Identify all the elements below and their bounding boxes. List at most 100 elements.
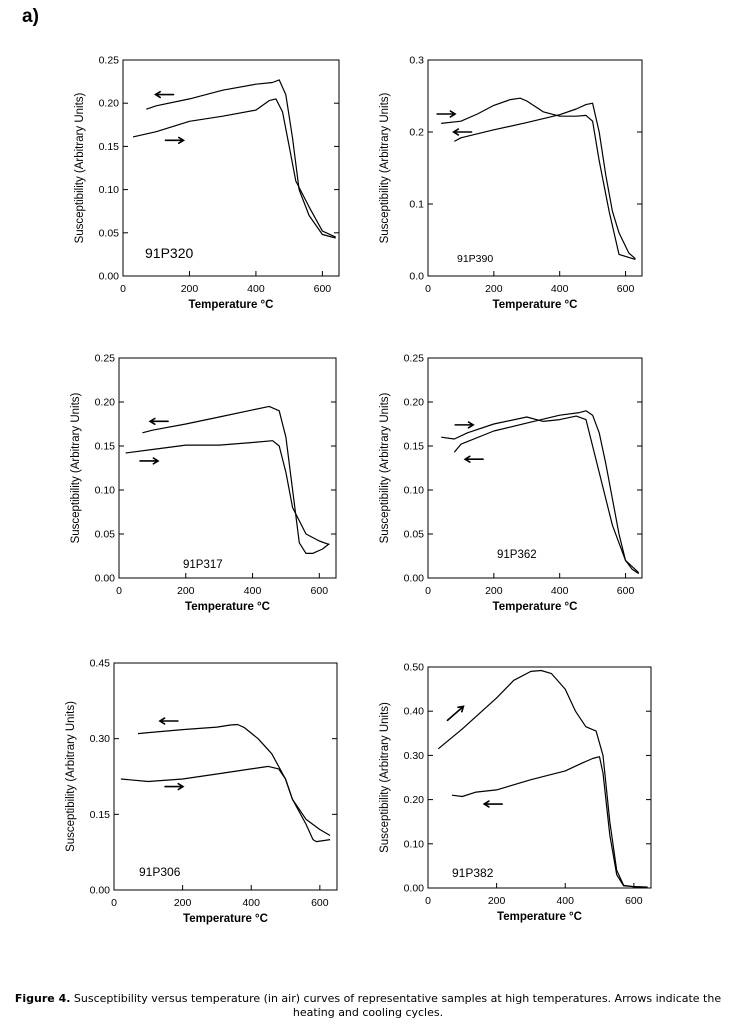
x-axis-label: Temperature °C: [493, 299, 578, 311]
x-axis-label: Temperature °C: [189, 299, 274, 311]
panel-label: a): [22, 6, 39, 27]
arrow-right: [164, 136, 186, 144]
series-line-heating: [441, 97, 636, 260]
y-tick-label: 0.45: [90, 658, 111, 670]
series-line-cooling: [137, 723, 331, 843]
plot-frame: [118, 357, 337, 579]
sample-label: 91P382: [452, 866, 494, 880]
chart-91P382: 0.00 0.10 0.20 0.30 0.40 0.50 0 200 400 600 Temper…: [379, 662, 652, 923]
y-tick-label: 0.3: [409, 55, 424, 67]
y-tick-label: 0.30: [404, 750, 425, 762]
y-tick-label: 0.10: [95, 485, 116, 497]
y-tick-label: 0.10: [404, 838, 425, 850]
x-tick-label: 400: [556, 895, 574, 907]
plot-frame: [427, 59, 643, 277]
series-line-cooling: [453, 410, 640, 575]
x-tick-label: 0: [120, 283, 126, 295]
series-line-heating: [441, 415, 640, 574]
arrow-up-right: [446, 705, 465, 722]
series-line-heating: [120, 765, 331, 837]
plot-frame: [113, 662, 338, 891]
x-tick-label: 0: [116, 585, 122, 597]
chart-91P306: 0.00 0.15 0.30 0.45 0 200 400 600 Temperature °C…: [65, 658, 338, 925]
series-line-cooling: [142, 405, 330, 554]
series-line-cooling: [451, 756, 648, 888]
y-tick-label: 0.15: [99, 141, 120, 153]
y-tick-label: 0.25: [404, 353, 425, 365]
y-axis-label: Susceptibility (Arbitrary Units): [74, 92, 86, 243]
y-tick-label: 0.20: [99, 98, 120, 110]
series-line-heating: [125, 440, 330, 546]
series-line-heating: [132, 98, 336, 238]
figure-caption: Figure 4. Susceptibility versus temperat…: [8, 992, 728, 1020]
x-axis-label: Temperature °C: [493, 601, 578, 613]
y-tick-label: 0.25: [99, 55, 120, 67]
arrow-left: [482, 800, 503, 808]
plot-frame: [427, 666, 652, 889]
sample-label: 91P320: [145, 245, 193, 261]
x-tick-label: 200: [174, 897, 192, 909]
y-tick-label: 0.2: [409, 127, 424, 139]
x-tick-label: 0: [425, 895, 431, 907]
y-tick-label: 0.15: [95, 441, 116, 453]
x-tick-label: 400: [244, 585, 262, 597]
sample-label: 91P362: [497, 549, 537, 561]
x-tick-label: 200: [181, 283, 199, 295]
arrow-left: [148, 417, 169, 425]
y-tick-label: 0.50: [404, 662, 425, 674]
x-tick-label: 600: [617, 283, 635, 295]
y-tick-label: 0.25: [95, 353, 116, 365]
x-tick-label: 600: [617, 585, 635, 597]
y-tick-label: 0.00: [404, 883, 425, 895]
x-tick-label: 0: [111, 897, 117, 909]
y-tick-label: 0.00: [404, 573, 425, 585]
x-axis-label: Temperature °C: [497, 911, 582, 923]
series-line-cooling: [454, 102, 636, 260]
x-tick-label: 200: [177, 585, 195, 597]
plot-frame: [427, 357, 643, 579]
x-tick-label: 200: [485, 283, 503, 295]
y-tick-label: 0.00: [90, 885, 111, 897]
y-axis-label: Susceptibility (Arbitrary Units): [379, 702, 391, 853]
arrow-left: [452, 128, 473, 136]
y-tick-label: 0.05: [95, 529, 116, 541]
y-axis-label: Susceptibility (Arbitrary Units): [65, 701, 77, 852]
x-tick-label: 200: [488, 895, 506, 907]
x-tick-label: 600: [625, 895, 643, 907]
y-tick-label: 0.20: [95, 397, 116, 409]
caption-text: Susceptibility versus temperature (in ai…: [70, 992, 722, 1019]
x-tick-label: 400: [551, 283, 569, 295]
series-line-heating: [437, 669, 648, 888]
chart-91P362: 0.00 0.05 0.10 0.15 0.20 0.25 0 200 400 600 Temper…: [379, 353, 643, 613]
x-axis-label: Temperature °C: [185, 601, 270, 613]
x-tick-label: 600: [311, 585, 329, 597]
y-tick-label: 0.40: [404, 706, 425, 718]
y-axis-label: Susceptibility (Arbitrary Units): [379, 392, 391, 543]
x-axis-label: Temperature °C: [183, 913, 268, 925]
y-tick-label: 0.10: [404, 485, 425, 497]
arrow-right: [164, 782, 185, 791]
arrow-left: [154, 90, 175, 99]
x-tick-label: 600: [314, 283, 332, 295]
sample-label: 91P306: [139, 865, 181, 879]
y-tick-label: 0.15: [404, 441, 425, 453]
y-tick-label: 0.20: [404, 397, 425, 409]
x-tick-label: 400: [242, 897, 260, 909]
series-line-cooling: [146, 79, 336, 239]
x-tick-label: 200: [485, 585, 503, 597]
y-tick-label: 0.10: [99, 184, 120, 196]
plot-frame: [122, 59, 340, 277]
y-tick-label: 0.00: [95, 573, 116, 585]
x-tick-label: 400: [551, 585, 569, 597]
y-tick-label: 0.0: [409, 271, 424, 283]
chart-91P320: 0.00 0.05 0.10 0.15 0.20 0.25 0 200 400 600 Temper…: [74, 55, 340, 311]
arrow-right: [454, 421, 475, 429]
chart-91P317: 0.00 0.05 0.10 0.15 0.20 0.25 0 200 400 600 Temper…: [70, 353, 337, 613]
x-tick-label: 400: [247, 283, 265, 295]
arrow-right: [139, 457, 160, 465]
y-tick-label: 0.05: [404, 529, 425, 541]
y-axis-label: Susceptibility (Arbitrary Units): [379, 92, 391, 243]
y-tick-label: 0.05: [99, 227, 120, 239]
figure-charts: 0.000.050.100.150.200.250 200 400 600Temper…: [65, 55, 652, 925]
y-tick-label: 0.00: [99, 271, 120, 283]
